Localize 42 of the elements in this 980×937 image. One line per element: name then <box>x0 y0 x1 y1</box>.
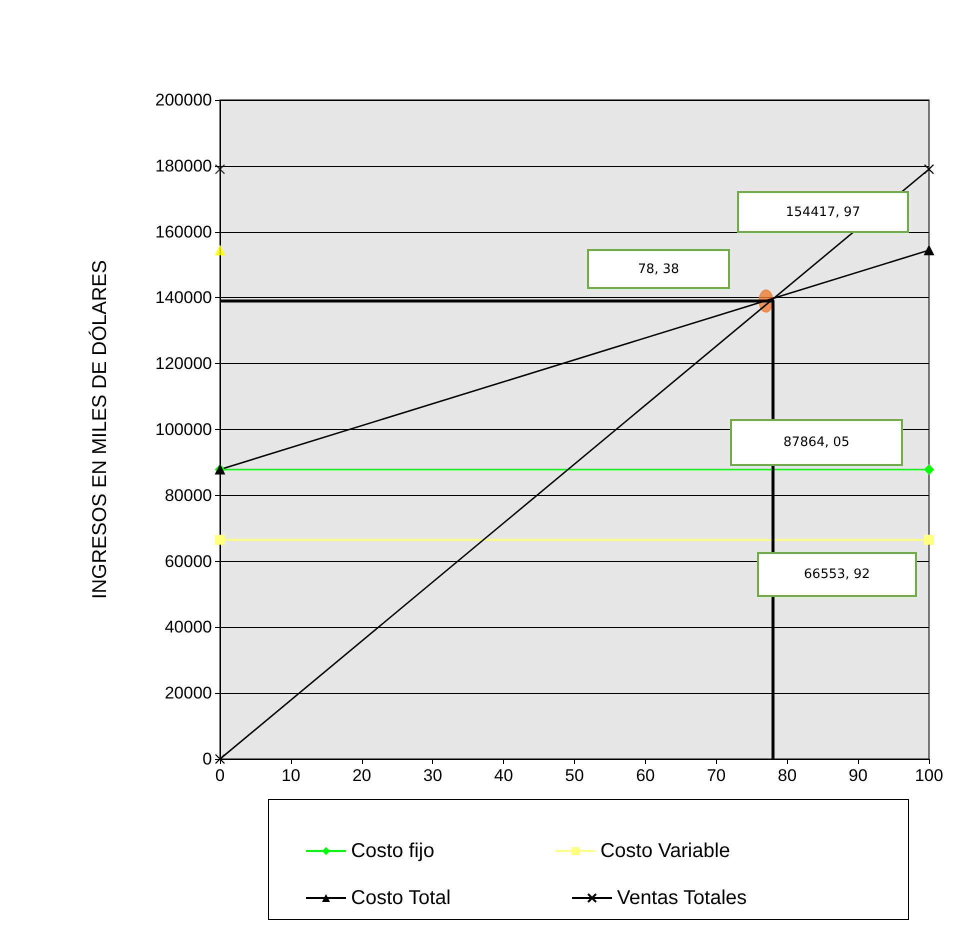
y-tick-label: 140000 <box>155 288 212 308</box>
y-tick-label: 40000 <box>164 618 212 637</box>
x-tick-label: 90 <box>848 766 868 785</box>
point <box>214 164 226 174</box>
point <box>924 534 934 545</box>
x-tick-label: 80 <box>778 766 797 785</box>
x-tick-label: 0 <box>215 766 225 785</box>
y-tick-label: 200000 <box>155 90 212 110</box>
point <box>214 754 226 764</box>
y-tick-label: 160000 <box>155 222 212 242</box>
x-tick-label: 50 <box>565 766 584 785</box>
x-tick-label: 60 <box>636 766 655 785</box>
callout-box: 87864, 05 <box>730 419 903 466</box>
y-tick-label: 120000 <box>155 354 212 374</box>
y-tick-label: 0 <box>202 750 212 768</box>
legend-label: Ventas Totales <box>617 887 747 909</box>
y-tick-label: 60000 <box>164 552 212 571</box>
x-tick-label: 20 <box>352 766 372 785</box>
x-tick-label: 40 <box>494 766 514 785</box>
annotation: 154417, 97 <box>786 204 860 220</box>
point <box>924 164 934 174</box>
callout-box: 78, 38 <box>587 249 730 289</box>
x-tick-label: 10 <box>281 766 300 785</box>
y-tick-label: 20000 <box>164 684 212 703</box>
x-tick-label: 70 <box>706 766 726 785</box>
point <box>215 534 225 545</box>
annotation: 78, 38 <box>638 262 680 276</box>
x-tick-label: 100 <box>914 766 944 785</box>
annotation: 66553, 92 <box>804 567 870 582</box>
y-tick-label: 180000 <box>155 156 212 176</box>
callout-box: 154417, 97 <box>737 191 909 233</box>
y-axis-title: INGRESOS EN MILES DE DÓLARES <box>88 260 111 599</box>
callout-box: 66553, 92 <box>757 552 917 597</box>
y-tick-label: 80000 <box>164 486 212 505</box>
point <box>924 464 934 474</box>
legend-label: Costo Total <box>351 887 451 909</box>
legend-label: Costo fijo <box>351 840 434 862</box>
annotation: 87864, 05 <box>783 435 850 450</box>
x-tick-label: 30 <box>423 766 442 785</box>
point <box>215 245 225 256</box>
y-tick-label: 100000 <box>155 420 212 439</box>
legend-label: Costo Variable <box>600 840 730 862</box>
